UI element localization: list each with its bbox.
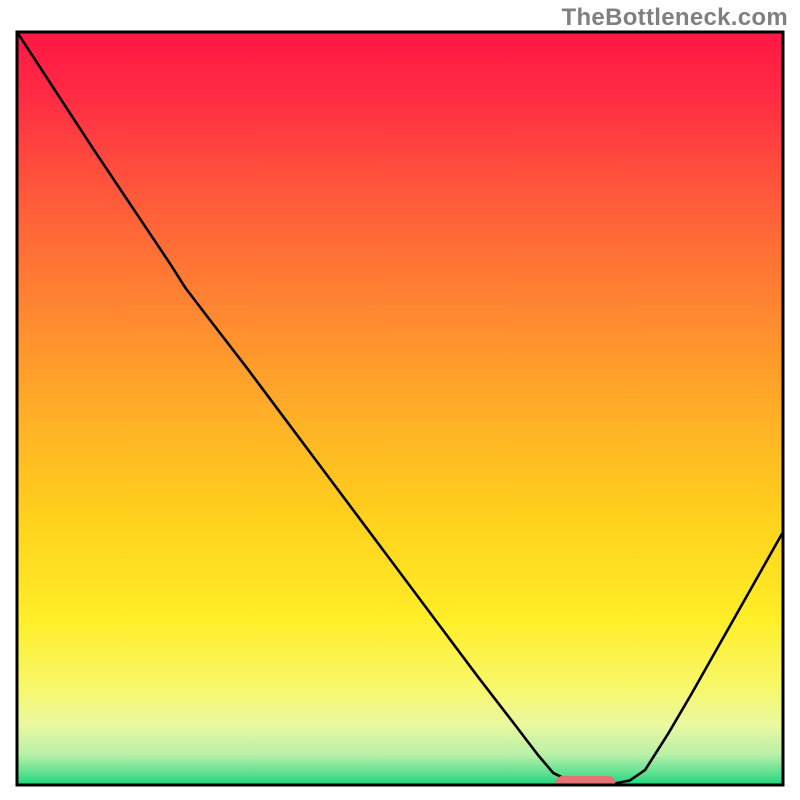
optimal-range-marker	[555, 776, 615, 791]
watermark-text: TheBottleneck.com	[562, 4, 788, 32]
plot-background-gradient	[17, 32, 783, 785]
chart-container: TheBottleneck.com	[0, 0, 800, 800]
bottleneck-chart	[0, 0, 800, 800]
